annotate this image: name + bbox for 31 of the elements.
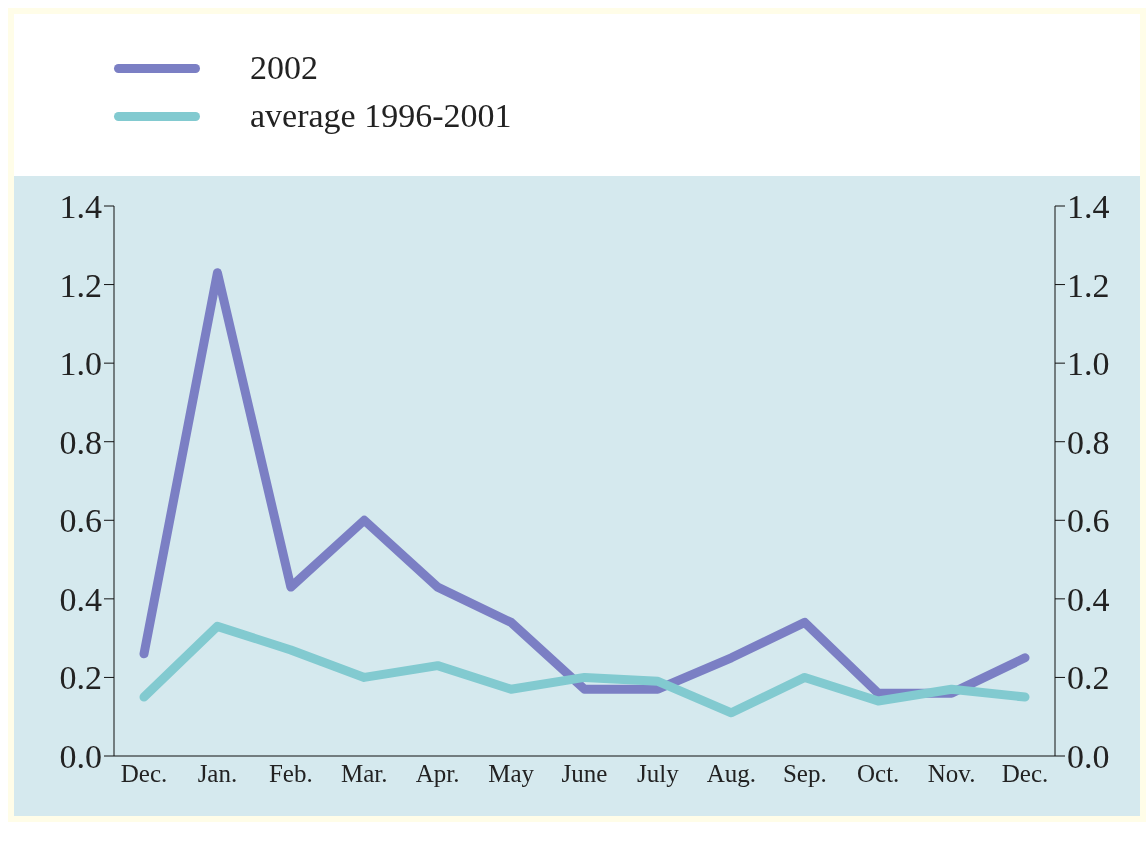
x-tick-label: Dec. (1001, 759, 1049, 787)
y2-tick-label: 0.0 (1067, 738, 1110, 776)
y2-tick-label: 0.8 (1067, 423, 1110, 461)
y2-tick-label: 1.0 (1067, 345, 1110, 383)
y-tick-label: 0.4 (59, 580, 102, 618)
x-tick-label: July (637, 759, 680, 787)
legend-label: average 1996-2001 (250, 97, 512, 135)
x-tick-label: Mar. (340, 759, 388, 787)
y-tick-label: 1.0 (59, 345, 102, 383)
legend-label: 2002 (250, 49, 318, 87)
x-tick-label: Jan. (197, 759, 238, 787)
x-tick-label: Aug. (706, 759, 756, 787)
y-tick-label: 0.0 (59, 738, 102, 776)
x-tick-label: Oct. (856, 759, 900, 787)
y2-tick-label: 0.4 (1067, 580, 1110, 618)
x-tick-label: June (561, 759, 608, 787)
y2-tick-label: 0.2 (1067, 659, 1110, 697)
x-tick-label: Sep. (782, 759, 827, 787)
y2-tick-label: 0.6 (1067, 502, 1110, 540)
x-tick-label: Dec. (120, 759, 168, 787)
y-tick-label: 1.2 (59, 266, 102, 304)
y-tick-label: 0.2 (59, 659, 102, 697)
x-tick-label: Nov. (927, 759, 976, 787)
y-tick-label: 0.6 (59, 502, 102, 540)
x-tick-label: May (488, 759, 535, 787)
x-tick-label: Feb. (268, 759, 313, 787)
y2-tick-label: 1.2 (1067, 266, 1110, 304)
y-tick-label: 0.8 (59, 423, 102, 461)
y-tick-label: 1.4 (59, 188, 102, 226)
y2-tick-label: 1.4 (1067, 188, 1110, 226)
x-tick-label: Apr. (415, 759, 460, 787)
